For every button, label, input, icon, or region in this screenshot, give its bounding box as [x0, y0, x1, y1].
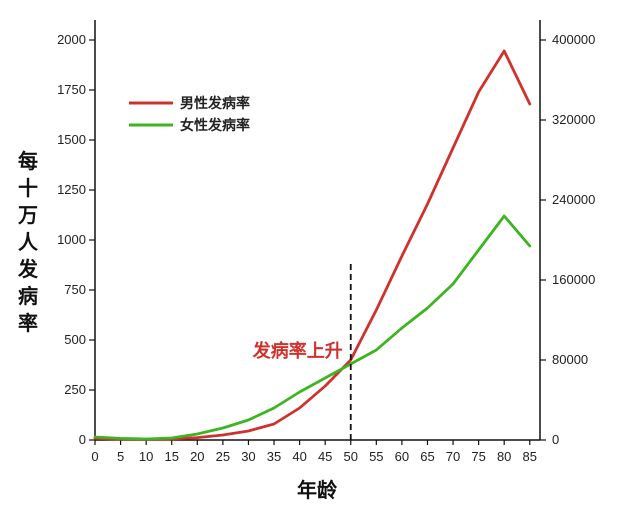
x-axis-label: 年龄 [297, 478, 338, 502]
x-tick-label: 50 [344, 449, 358, 464]
y2-tick-label: 160000 [552, 272, 595, 287]
y-axis-label-char: 人 [18, 231, 39, 254]
x-tick-label: 55 [369, 449, 383, 464]
y2-tick-label: 320000 [552, 112, 595, 127]
y-axis-label-char: 率 [18, 311, 38, 335]
y-tick-label: 1500 [57, 132, 86, 147]
x-tick-label: 0 [91, 449, 98, 464]
y2-tick-label: 240000 [552, 192, 595, 207]
x-tick-label: 30 [241, 449, 255, 464]
annotation-text: 发病率上升 [252, 340, 343, 361]
y-axis-label-char: 十 [18, 177, 38, 200]
plot-frame [94, 20, 541, 441]
y-tick-label: 0 [79, 432, 86, 447]
x-axis-ticks: 0 5 10 15 20 25 30 35 40 45 50 55 60 65 70 75 80 85 [91, 440, 537, 464]
y-axis-label-char: 病 [18, 284, 38, 308]
x-tick-label: 85 [523, 449, 537, 464]
x-tick-label: 10 [139, 449, 153, 464]
legend-label: 女性发病率 [180, 117, 250, 133]
x-tick-label: 15 [164, 449, 178, 464]
y2-tick-label: 0 [552, 432, 559, 447]
x-tick-label: 60 [395, 449, 409, 464]
series-lines [93, 49, 532, 441]
y-tick-label: 500 [64, 332, 86, 347]
y2-tick-label: 80000 [552, 352, 588, 367]
legend-label: 男性发病率 [180, 95, 250, 111]
series-line-0 [93, 49, 532, 441]
y-tick-label: 2000 [57, 32, 86, 47]
y2-tick-label: 400000 [552, 32, 595, 47]
x-tick-label: 70 [446, 449, 460, 464]
annotations: 发病率上升 [252, 340, 343, 361]
x-tick-label: 45 [318, 449, 332, 464]
y-axis-ticks: 0 250 500 750 1000 1250 1500 1750 2000 [57, 32, 95, 447]
y-axis-label-char: 发 [17, 257, 39, 281]
series-line-1 [93, 214, 532, 441]
y-tick-label: 1000 [57, 232, 86, 247]
y-tick-label: 1250 [57, 182, 86, 197]
x-tick-label: 40 [292, 449, 306, 464]
x-tick-label: 35 [267, 449, 281, 464]
x-tick-label: 65 [420, 449, 434, 464]
x-tick-label: 25 [216, 449, 230, 464]
x-tick-label: 80 [497, 449, 511, 464]
y2-axis-ticks: 0 80000 160000 240000 320000 400000 [540, 32, 595, 447]
y-axis-label-char: 每 [18, 149, 38, 173]
x-tick-label: 20 [190, 449, 204, 464]
y-tick-label: 750 [64, 282, 86, 297]
x-tick-label: 75 [471, 449, 485, 464]
y-axis-label-char: 万 [17, 205, 38, 227]
y-tick-label: 250 [64, 382, 86, 397]
y-tick-label: 1750 [57, 82, 86, 97]
x-tick-label: 5 [117, 449, 124, 464]
